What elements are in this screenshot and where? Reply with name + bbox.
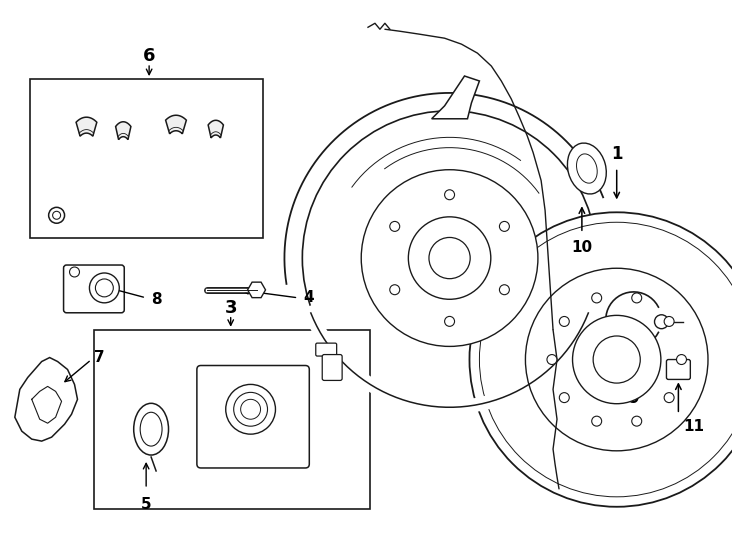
- FancyBboxPatch shape: [64, 265, 124, 313]
- Circle shape: [499, 221, 509, 231]
- Circle shape: [499, 285, 509, 295]
- Circle shape: [70, 267, 79, 277]
- Text: 1: 1: [611, 145, 622, 163]
- Text: 10: 10: [571, 240, 592, 255]
- Text: 4: 4: [303, 291, 314, 305]
- Text: 6: 6: [143, 47, 156, 65]
- Circle shape: [526, 268, 708, 451]
- Circle shape: [559, 316, 570, 327]
- Text: 2: 2: [632, 330, 643, 348]
- Polygon shape: [432, 76, 479, 119]
- Circle shape: [632, 416, 642, 426]
- Circle shape: [592, 293, 602, 303]
- Circle shape: [479, 222, 734, 497]
- Circle shape: [90, 273, 120, 303]
- Ellipse shape: [567, 143, 606, 194]
- Text: 8: 8: [151, 292, 161, 307]
- Polygon shape: [247, 282, 266, 298]
- Ellipse shape: [576, 154, 597, 183]
- Circle shape: [677, 355, 686, 365]
- Circle shape: [95, 279, 113, 297]
- Circle shape: [655, 315, 669, 329]
- Circle shape: [470, 212, 734, 507]
- Circle shape: [390, 221, 400, 231]
- FancyBboxPatch shape: [322, 355, 342, 380]
- Circle shape: [390, 285, 400, 295]
- Circle shape: [226, 384, 275, 434]
- Circle shape: [361, 170, 538, 346]
- Text: 11: 11: [683, 419, 705, 434]
- Circle shape: [445, 316, 454, 326]
- FancyBboxPatch shape: [197, 366, 309, 468]
- Polygon shape: [76, 117, 97, 136]
- Circle shape: [593, 336, 640, 383]
- Circle shape: [664, 393, 674, 403]
- Circle shape: [48, 207, 65, 223]
- Circle shape: [408, 217, 491, 299]
- Circle shape: [592, 416, 602, 426]
- Bar: [95, 330, 370, 509]
- Polygon shape: [116, 122, 131, 140]
- Circle shape: [632, 293, 642, 303]
- Circle shape: [664, 316, 674, 327]
- Circle shape: [559, 393, 570, 403]
- Text: 5: 5: [141, 497, 151, 512]
- Text: 3: 3: [225, 299, 237, 317]
- Circle shape: [53, 211, 61, 219]
- Bar: [30, 79, 263, 238]
- Text: 9: 9: [628, 392, 639, 407]
- Circle shape: [241, 400, 261, 419]
- Polygon shape: [166, 115, 186, 134]
- Circle shape: [302, 111, 597, 406]
- FancyBboxPatch shape: [316, 343, 337, 356]
- Polygon shape: [15, 357, 78, 441]
- Circle shape: [547, 355, 557, 365]
- FancyBboxPatch shape: [666, 360, 691, 380]
- Circle shape: [445, 190, 454, 200]
- Polygon shape: [208, 120, 223, 138]
- Circle shape: [429, 238, 470, 279]
- Ellipse shape: [140, 412, 162, 446]
- Text: 7: 7: [95, 350, 105, 365]
- Ellipse shape: [134, 403, 169, 455]
- Circle shape: [233, 393, 267, 426]
- Circle shape: [573, 315, 661, 404]
